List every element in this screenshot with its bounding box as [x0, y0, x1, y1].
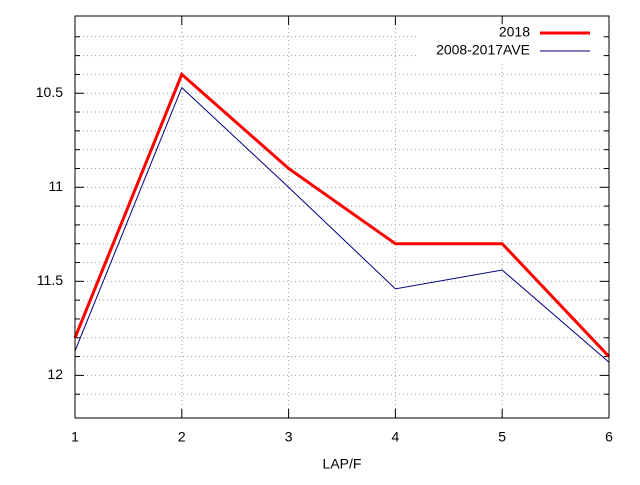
x-tick-label: 4 — [392, 429, 400, 445]
y-tick-label: 12 — [47, 366, 63, 382]
y-tick-label: 11.5 — [37, 272, 63, 288]
x-tick-label: 2 — [178, 429, 186, 445]
y-tick-label: 11 — [48, 178, 63, 194]
x-tick-label: 3 — [285, 429, 293, 445]
x-tick-label: 5 — [498, 429, 506, 445]
plot-frame — [74, 15, 610, 419]
legend-label: 2008-2017AVE — [436, 42, 530, 58]
x-tick-label: 6 — [605, 429, 613, 445]
x-tick-label: 1 — [71, 429, 79, 445]
series-line — [73, 71, 611, 358]
legend-box — [418, 24, 603, 62]
y-tick-label: 10.5 — [36, 84, 63, 100]
x-axis-label: LAP/F — [323, 456, 362, 472]
series-line — [74, 86, 610, 363]
legend-label: 2018 — [499, 24, 530, 40]
